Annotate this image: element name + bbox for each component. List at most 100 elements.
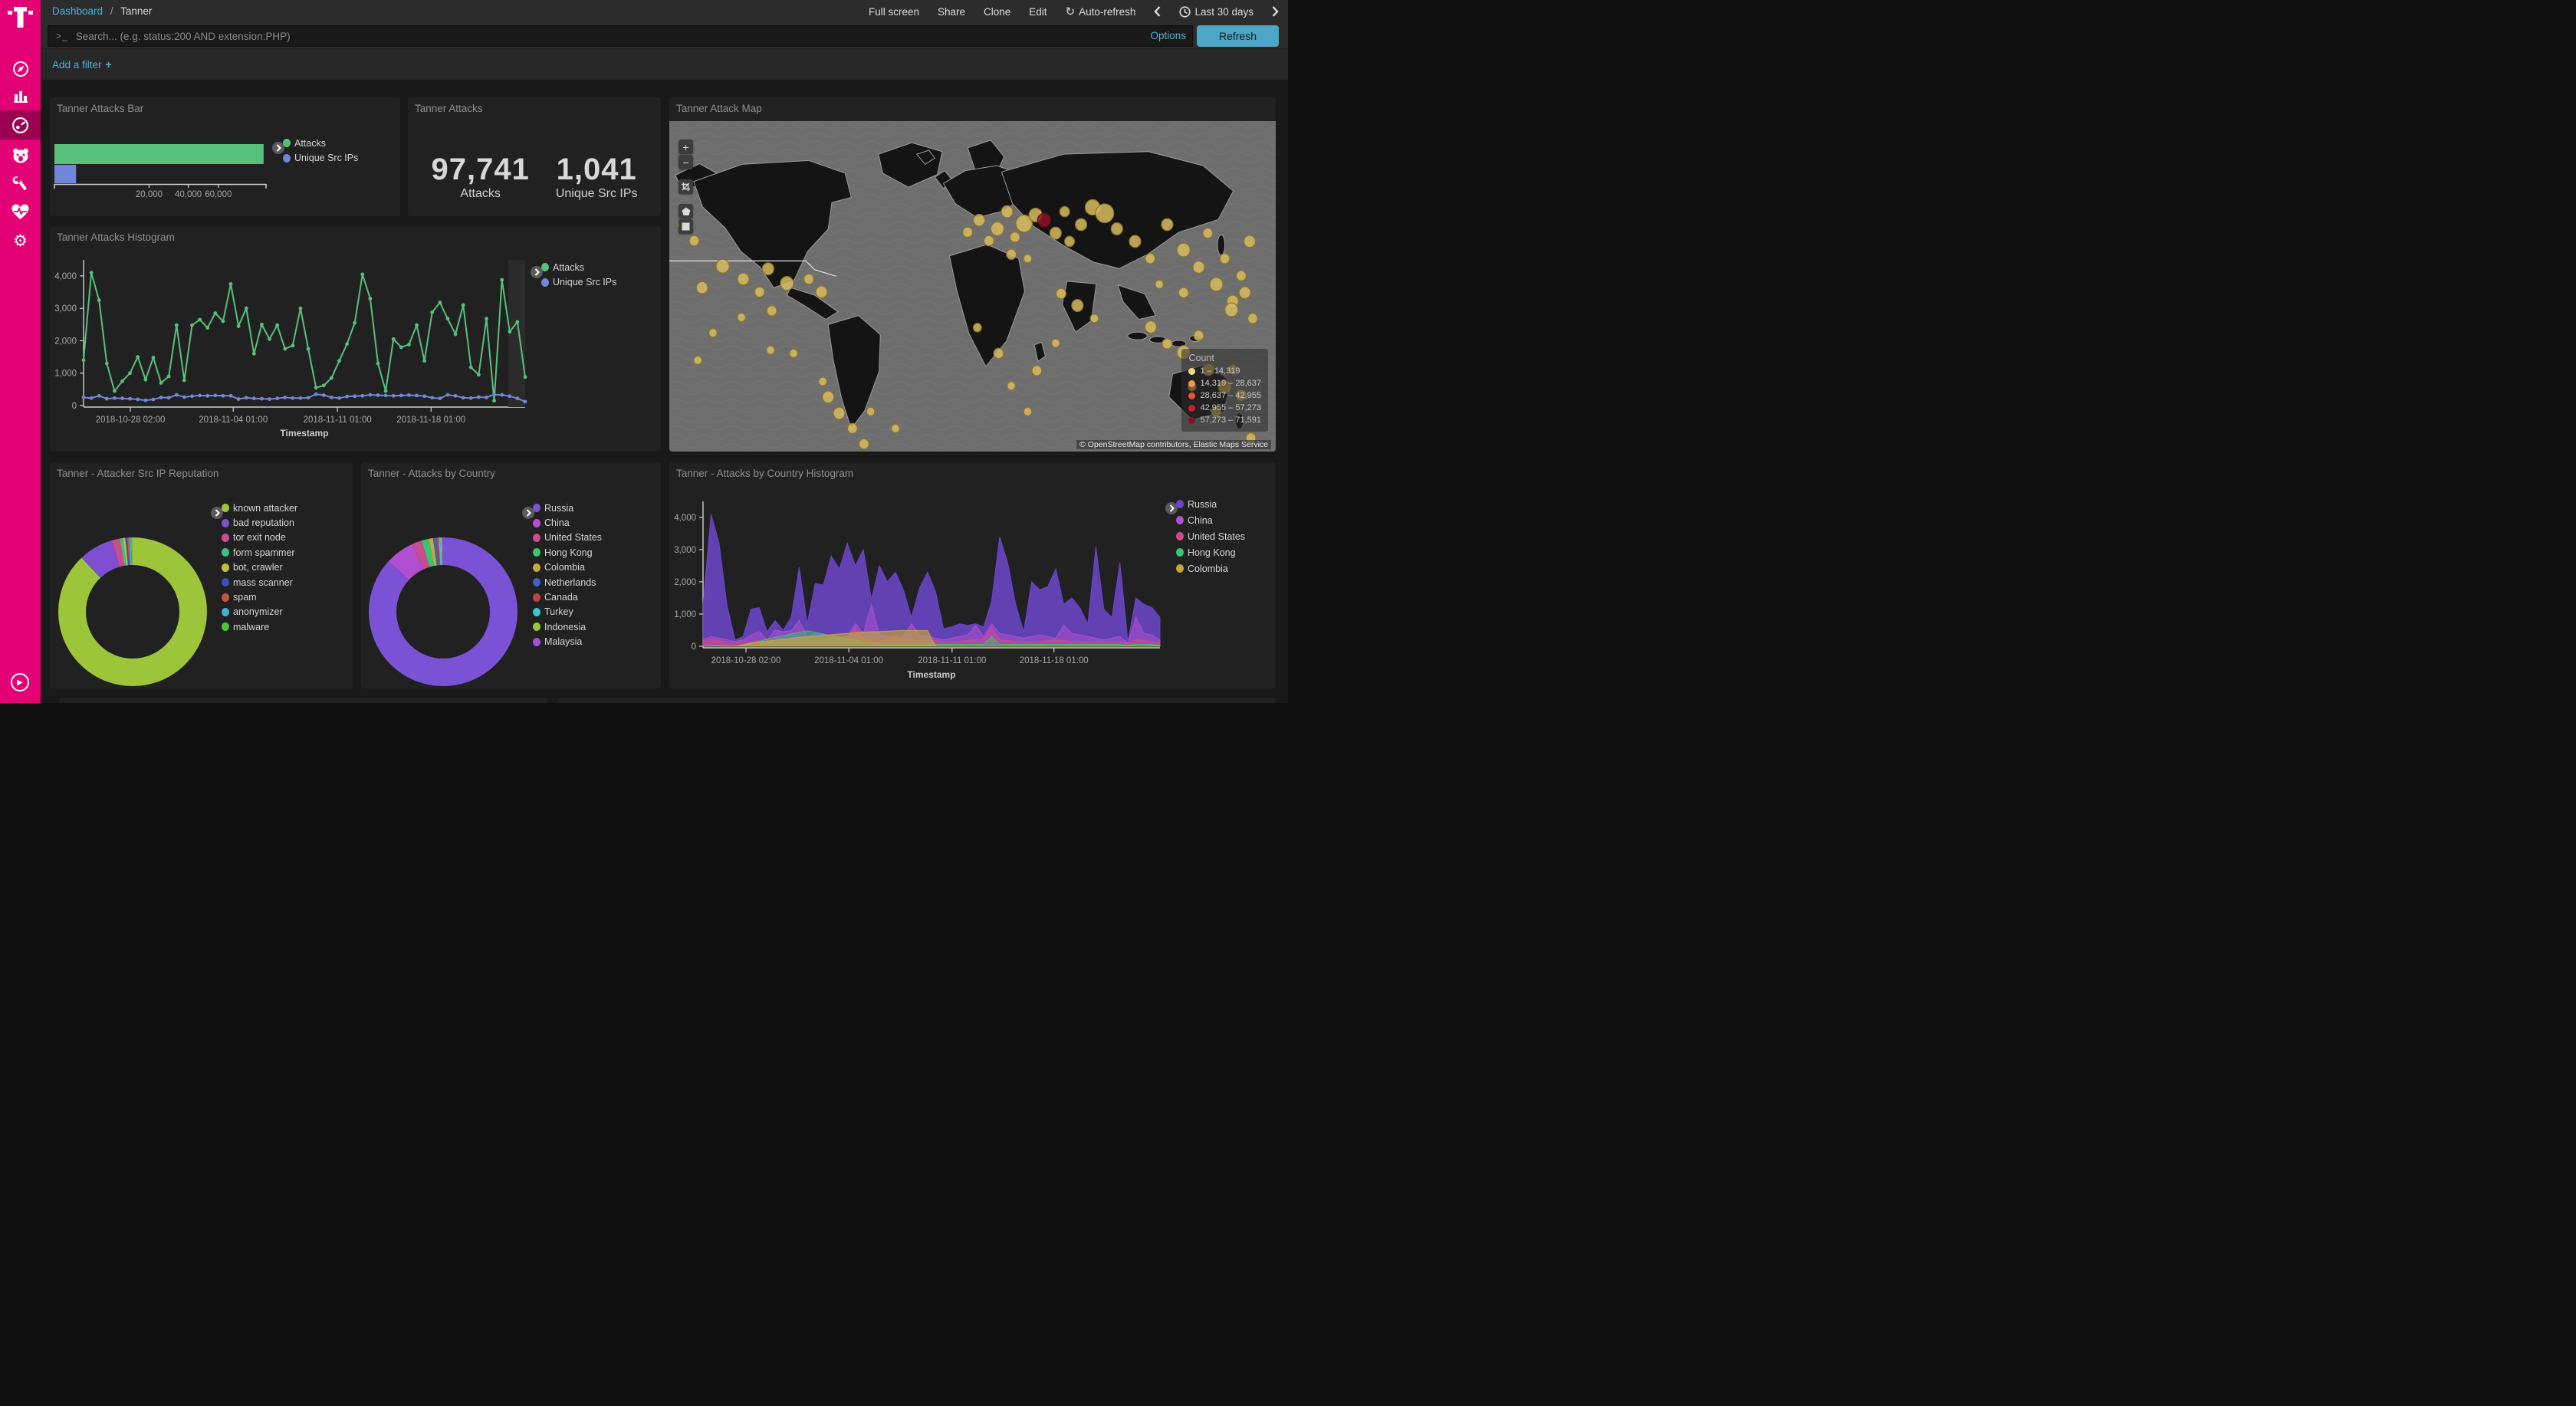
legend-title: Count [1188, 353, 1214, 363]
edit-button[interactable]: Edit [1029, 5, 1047, 18]
legend-item[interactable]: tor exit node [222, 531, 297, 545]
legend-swatch [533, 607, 540, 616]
legend-item[interactable]: Attacks [283, 136, 358, 150]
legend-item[interactable]: mass scanner [222, 575, 297, 590]
fullscreen-button[interactable]: Full screen [868, 5, 919, 18]
clone-button[interactable]: Clone [984, 5, 1011, 18]
world-map[interactable]: + − Count 1 – 14,319 14,319 – 28 [669, 121, 1276, 452]
svg-text:4,000: 4,000 [54, 272, 77, 281]
map-legend-swatch [1188, 392, 1196, 399]
map-legend-item: 1 – 14,319 [1188, 365, 1261, 377]
legend-item[interactable]: anonymizer [222, 605, 297, 619]
time-back-button[interactable] [1154, 6, 1161, 17]
top-header: Dashboard / Tanner Full screen Share Clo… [41, 0, 1288, 48]
legend-swatch [222, 533, 229, 542]
legend-item[interactable]: Russia [1176, 496, 1245, 512]
svg-text:0: 0 [692, 642, 696, 652]
legend-item[interactable]: Turkey [533, 605, 602, 619]
share-button[interactable]: Share [937, 5, 966, 18]
pentagon-icon [682, 207, 690, 215]
gear-icon: ⚙ [13, 232, 28, 250]
legend-item[interactable]: Russia [533, 501, 602, 515]
map-zoom-out-button[interactable]: − [678, 155, 693, 169]
sidebar-collapse-button[interactable]: ▶ [11, 673, 29, 692]
legend-item[interactable]: known attacker [222, 501, 297, 515]
svg-text:2018-11-04 01:00: 2018-11-04 01:00 [814, 656, 883, 665]
panel-title: Tanner Attacks Histogram [57, 232, 175, 243]
kibana-dashboard: ⚙ ▶ Dashboard / Tanner Full screen Share… [0, 0, 1288, 703]
legend-label: form spammer [233, 547, 295, 558]
play-icon: ▶ [17, 678, 23, 687]
legend-item[interactable]: China [533, 515, 602, 530]
map-count-legend: Count 1 – 14,319 14,319 – 28,637 28,637 – … [1181, 349, 1268, 432]
legend-item[interactable]: malware [222, 619, 297, 634]
crop-icon [682, 182, 690, 191]
metric-label: Unique Src IPs [555, 187, 638, 200]
sidebar-item-app[interactable] [0, 142, 41, 169]
legend-item[interactable]: Unique Src IPs [283, 150, 358, 165]
search-options-link[interactable]: Options [1150, 30, 1186, 41]
legend-item[interactable]: Hong Kong [1176, 544, 1245, 560]
legend-item[interactable]: Canada [533, 590, 602, 604]
map-attribution: © OpenStreetMap contributors, Elastic Ma… [1076, 440, 1271, 449]
legend-item[interactable]: United States [1176, 528, 1245, 544]
auto-refresh-button[interactable]: ↻ Auto-refresh [1065, 5, 1136, 18]
legend-label: Colombia [544, 562, 585, 573]
panel-partial-row [59, 698, 547, 703]
legend-item[interactable]: Colombia [533, 560, 602, 575]
legend-item[interactable]: Colombia [1176, 560, 1245, 577]
sidebar-item-visualize[interactable] [0, 82, 41, 110]
time-forward-button[interactable] [1272, 6, 1279, 17]
legend-swatch [222, 563, 229, 572]
legend-collapse-button[interactable] [211, 507, 223, 519]
legend-swatch [1176, 500, 1184, 508]
legend-collapse-button[interactable] [531, 266, 543, 278]
legend-item[interactable]: form spammer [222, 545, 297, 560]
time-range-button[interactable]: Last 30 days [1179, 6, 1254, 18]
sidebar-item-monitoring[interactable] [0, 198, 41, 225]
panel-attacks-bar: Tanner Attacks Bar 20,000 40,000 60,000 At… [50, 97, 400, 216]
legend-label: Unique Src IPs [294, 153, 359, 164]
search-input[interactable] [74, 29, 1192, 43]
refresh-button[interactable]: Refresh [1197, 25, 1279, 47]
map-draw-rectangle-button[interactable] [678, 219, 693, 234]
legend-swatch [533, 518, 540, 527]
breadcrumb-dashboard-link[interactable]: Dashboard [52, 5, 104, 17]
add-filter-link[interactable]: Add a filter + [52, 58, 112, 71]
sidebar-item-dashboard[interactable] [0, 110, 41, 140]
legend-swatch [222, 504, 229, 513]
legend-item[interactable]: bot, crawler [222, 560, 297, 575]
legend-label: anonymizer [233, 606, 283, 618]
legend-label: tor exit node [233, 532, 286, 544]
legend-item[interactable]: Indonesia [533, 619, 602, 634]
legend-item[interactable]: bad reputation [222, 515, 297, 530]
legend-label: Attacks [553, 261, 584, 273]
legend-item[interactable]: Attacks [541, 260, 616, 274]
map-legend-label: 1 – 14,319 [1200, 366, 1240, 376]
sidebar-item-discover[interactable] [0, 55, 41, 83]
sidebar-item-dev-tools[interactable] [0, 170, 41, 198]
search-bar: >_ Options [48, 25, 1193, 47]
chevron-right-icon [1272, 6, 1279, 17]
legend-item[interactable]: Unique Src IPs [541, 274, 616, 289]
legend-item[interactable]: Hong Kong [533, 545, 602, 560]
legend-item[interactable]: United States [533, 531, 602, 545]
legend-item[interactable]: Netherlands [533, 575, 602, 590]
legend-label: malware [233, 621, 270, 632]
legend-swatch [533, 637, 540, 646]
map-zoom-in-button[interactable]: + [678, 140, 693, 154]
legend-collapse-button[interactable] [272, 142, 284, 154]
breadcrumb-current: Tanner [120, 5, 153, 17]
map-fit-bounds-button[interactable] [678, 179, 693, 194]
legend-collapse-button[interactable] [522, 507, 534, 519]
square-icon [682, 222, 690, 231]
map-legend-item: 57,273 – 71,591 [1188, 414, 1261, 426]
legend-collapse-button[interactable] [1165, 502, 1178, 514]
legend-item[interactable]: spam [222, 590, 297, 604]
legend-label: Hong Kong [1188, 547, 1236, 558]
legend-item[interactable]: Malaysia [533, 635, 602, 649]
map-draw-polygon-button[interactable] [678, 204, 693, 218]
sidebar-item-management[interactable]: ⚙ [0, 227, 41, 255]
legend-label: spam [233, 592, 257, 603]
legend-item[interactable]: China [1176, 512, 1245, 528]
